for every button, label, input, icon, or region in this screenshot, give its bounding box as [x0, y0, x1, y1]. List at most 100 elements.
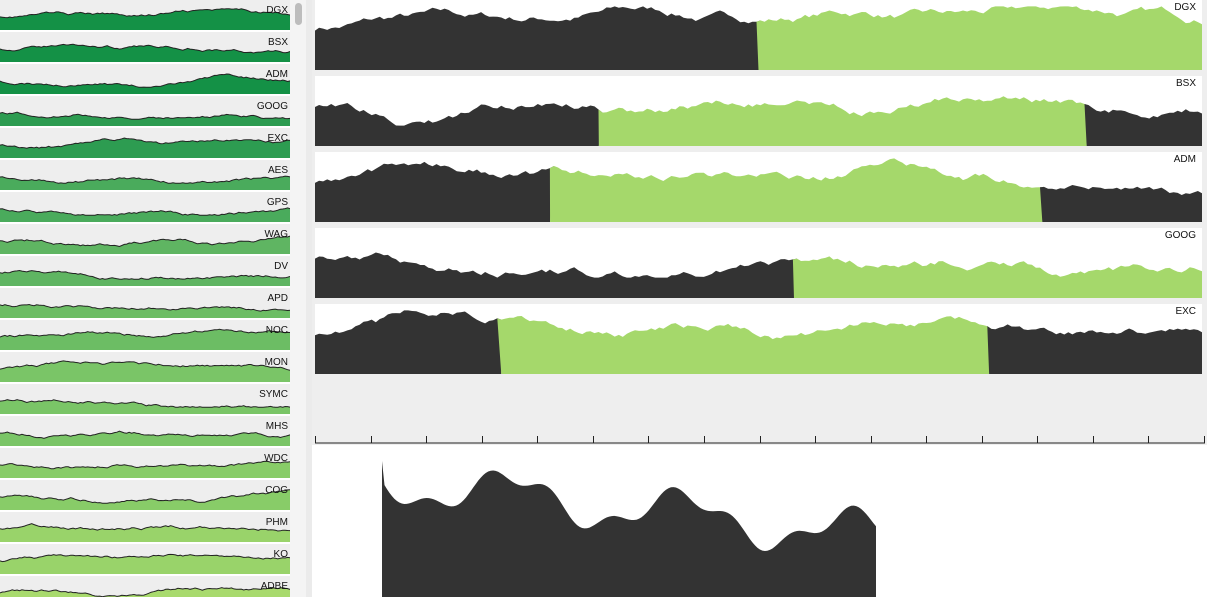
stock-chart-label: ADM	[1173, 154, 1196, 165]
area-segment-dark	[315, 310, 502, 374]
sidebar-item-label: DV	[274, 261, 288, 272]
divider	[306, 0, 312, 597]
sidebar-item-label: DGX	[266, 5, 288, 16]
stock-chart-label: DGX	[1174, 2, 1196, 13]
sparkline-sidebar[interactable]: DGX BSX ADM GOOG EXC AES GPS WAG DV APD NOC MON SYMC…	[0, 0, 290, 597]
sidebar-item-label: APD	[267, 293, 288, 304]
sidebar-item-aes[interactable]: AES	[0, 160, 290, 190]
sparkline-area	[0, 587, 290, 597]
stock-chart-bsx[interactable]: BSX	[315, 76, 1202, 146]
sidebar-item-wag[interactable]: WAG	[0, 224, 290, 254]
sidebar-item-gps[interactable]: GPS	[0, 192, 290, 222]
sidebar-item-label: WDC	[264, 453, 288, 464]
sidebar-item-symc[interactable]: SYMC	[0, 384, 290, 414]
sidebar-item-wdc[interactable]: WDC	[0, 448, 290, 478]
sparkline-area	[0, 270, 290, 286]
sidebar-item-apd[interactable]: APD	[0, 288, 290, 318]
sparkline	[0, 137, 290, 158]
sparkline	[0, 586, 290, 597]
sidebar-item-label: SYMC	[259, 389, 288, 400]
area-segment-highlight	[497, 316, 992, 374]
stock-chart-goog[interactable]: GOOG	[315, 228, 1202, 298]
sparkline-area	[0, 554, 290, 574]
sparkline	[0, 489, 290, 510]
sparkline	[0, 235, 290, 254]
area-segment-dark-tail	[1084, 104, 1202, 146]
sidebar-item-dv[interactable]: DV	[0, 256, 290, 286]
stock-chart-dgx[interactable]: DGX	[315, 0, 1202, 70]
sidebar-item-mon[interactable]: MON	[0, 352, 290, 382]
sparkline-line	[0, 460, 290, 470]
time-axis[interactable]	[315, 430, 1207, 446]
sidebar-item-label: WAG	[264, 229, 288, 240]
sidebar-item-noc[interactable]: NOC	[0, 320, 290, 350]
sparkline-line	[0, 8, 290, 19]
sparkline-line	[0, 430, 290, 439]
sparkline-area	[0, 44, 290, 62]
sparkline-area	[0, 360, 290, 382]
sidebar-item-dgx[interactable]: DGX	[0, 0, 290, 30]
area-segment-dark	[315, 252, 797, 298]
sparkline-line	[0, 360, 290, 371]
sidebar-item-label: NOC	[265, 325, 288, 336]
stock-chart-adm[interactable]: ADM	[315, 152, 1202, 222]
area-segment-dark	[315, 103, 603, 146]
sparkline-line	[0, 523, 290, 532]
sparkline-line	[0, 207, 290, 216]
sidebar-item-bsx[interactable]: BSX	[0, 32, 290, 62]
sidebar-item-mhs[interactable]: MHS	[0, 416, 290, 446]
sparkline-area	[0, 461, 290, 478]
sparkline-area	[0, 207, 290, 222]
sidebar-item-label: GPS	[266, 197, 288, 208]
area-segment-dark	[315, 161, 554, 222]
stock-chart-exc[interactable]: EXC	[315, 304, 1202, 374]
sidebar-scrollbar-thumb[interactable]	[295, 3, 302, 25]
sidebar-item-cog[interactable]: COG	[0, 480, 290, 510]
detail-area-chart	[382, 461, 876, 597]
sparkline-line	[0, 137, 290, 149]
sparkline	[0, 303, 290, 318]
sidebar-item-label: ADBE	[260, 581, 288, 592]
sparkline	[0, 73, 290, 94]
sidebar-item-label: MON	[264, 357, 288, 368]
stock-chart-label: GOOG	[1164, 230, 1196, 241]
sparkline	[0, 399, 290, 414]
sidebar-item-label: PHM	[265, 517, 288, 528]
sparkline	[0, 111, 290, 126]
sparkline	[0, 360, 290, 382]
sparkline-area	[0, 489, 290, 510]
sparkline-area	[0, 399, 290, 414]
area-segment-dark	[315, 6, 761, 70]
area-segment-highlight	[549, 158, 1044, 222]
sidebar-item-ko[interactable]: KO	[0, 544, 290, 574]
sidebar-item-adbe[interactable]: ADBE	[0, 576, 290, 597]
sparkline	[0, 269, 290, 286]
sparkline-area	[0, 74, 290, 94]
sidebar-item-exc[interactable]: EXC	[0, 128, 290, 158]
sparkline-line	[0, 175, 290, 184]
sparkline	[0, 430, 290, 446]
stock-chart-label: EXC	[1175, 306, 1196, 317]
stock-chart-label: BSX	[1175, 78, 1196, 89]
sidebar-scrollbar-track[interactable]	[290, 0, 306, 597]
sparkline	[0, 460, 290, 478]
sidebar-item-label: EXC	[267, 133, 288, 144]
sparkline-line	[0, 553, 290, 563]
sparkline-area	[0, 112, 290, 126]
sidebar-item-label: BSX	[267, 37, 288, 48]
sparkline	[0, 523, 290, 542]
sidebar-item-phm[interactable]: PHM	[0, 512, 290, 542]
sparkline-area	[0, 8, 290, 30]
sidebar-item-goog[interactable]: GOOG	[0, 96, 290, 126]
sparkline-line	[0, 111, 290, 120]
sparkline	[0, 43, 290, 62]
sparkline-line	[0, 303, 290, 312]
area-segment-highlight	[792, 256, 1202, 298]
sidebar-item-label: MHS	[265, 421, 288, 432]
sparkline-line	[0, 269, 290, 280]
sidebar-item-label: COG	[265, 485, 288, 496]
sparkline-line	[0, 73, 290, 88]
sparkline	[0, 8, 290, 30]
sparkline-line	[0, 43, 290, 54]
sidebar-item-adm[interactable]: ADM	[0, 64, 290, 94]
